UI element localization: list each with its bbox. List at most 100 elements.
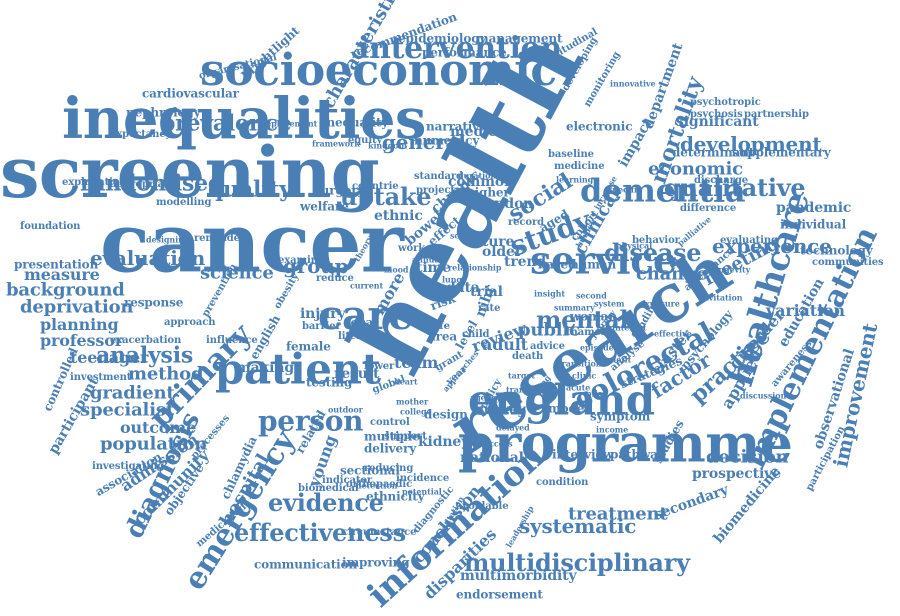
word-incidence: incidence (396, 473, 450, 484)
word-summary: summary (554, 302, 595, 313)
word-condition: condition (536, 477, 589, 488)
word-treatment: treatment (568, 503, 668, 525)
word-change: change (636, 263, 708, 285)
word-higher: higher (466, 185, 510, 200)
word-variation: variation (766, 301, 845, 321)
word-support: support (384, 431, 427, 442)
word-framework: framework (312, 138, 360, 149)
word-record: record (508, 217, 545, 228)
word-surgery: surgery (314, 183, 365, 198)
word-specific: specific (608, 184, 642, 195)
word-population: population (100, 433, 208, 455)
word-systematic: systematic (519, 514, 637, 538)
word-biomedical: biomedical (298, 483, 359, 494)
word-trend: trend (504, 253, 547, 270)
word-interview: interview (552, 447, 614, 462)
word-child: child (462, 329, 490, 340)
word-transition: transition (558, 358, 602, 369)
word-designing: designing (146, 234, 190, 245)
word-relationship: relationship (448, 262, 502, 273)
word-experience: experience (712, 234, 832, 258)
word-professor: professor (40, 331, 124, 351)
word-testing: testing (306, 375, 353, 390)
word-service: service (530, 237, 677, 283)
word-management: management (476, 31, 563, 46)
word-patient: patient (215, 344, 381, 394)
word-kingdom: kingdom (368, 140, 407, 151)
word-psychosis: psychosis (690, 109, 743, 120)
word-quality: quality (208, 176, 292, 203)
word-england: england (468, 375, 655, 425)
word-replacement: replacement (262, 118, 318, 129)
word-presentation: presentation (14, 257, 99, 272)
word-detection: detection (356, 480, 398, 491)
word-appropriate: appropriate (110, 179, 175, 190)
word-rate: rate (478, 303, 501, 314)
word-literacy: literacy (338, 331, 380, 342)
word-planning: planning (40, 315, 119, 335)
word-time: time (416, 259, 451, 276)
word-difference: difference (680, 203, 737, 214)
word-equity: equity (348, 135, 383, 146)
word-design: design (424, 407, 468, 422)
word-general: general (382, 130, 466, 154)
word-dementia: dementia (580, 171, 746, 210)
word-lung: lung (442, 274, 462, 285)
word-electronic: electronic (566, 119, 633, 134)
word-system: system (594, 298, 625, 309)
word-london: london (480, 195, 534, 212)
word-disease: disease (604, 237, 702, 267)
word-care: care (318, 292, 414, 339)
word-specialist: specialist (80, 399, 174, 421)
word-discharge: discharge (694, 175, 748, 186)
word-injury: injury (300, 305, 346, 322)
word-welfare: welfare (300, 199, 349, 214)
word-death: death (512, 351, 544, 362)
word-delivery: delivery (364, 441, 417, 456)
word-behavior: behavior (632, 235, 680, 246)
word-development: development (680, 132, 822, 156)
word-uptake: uptake (340, 181, 432, 211)
word-method: method (128, 363, 204, 385)
word-examine: examine (278, 255, 325, 266)
word-benefit: benefit (600, 354, 632, 365)
word-decision: decision (706, 446, 789, 468)
word-second: second (576, 290, 607, 301)
word-heart: heart (394, 376, 418, 387)
word-performance: performance (422, 45, 507, 60)
word-mental: mental (536, 304, 629, 334)
word-result: result (334, 365, 380, 382)
word-potential: potential (402, 486, 442, 497)
word-qualitative: qualitative (664, 172, 806, 202)
word-background: background (6, 279, 125, 301)
word-countrie: countrie (352, 181, 399, 192)
word-project: project (416, 185, 455, 196)
word-mother: mother (396, 396, 429, 407)
word-medicine: medicine (554, 161, 605, 172)
word-school: school (450, 230, 479, 241)
word-learning: learning (556, 174, 594, 185)
word-exposure: exposure (640, 298, 680, 309)
word-ethnicity: ethnicity (366, 489, 425, 504)
word-influence: influence (206, 335, 258, 346)
word-acute: acute (566, 382, 591, 393)
word-control: control (370, 417, 410, 428)
word-survey: survey (476, 401, 526, 418)
word-future: future (466, 233, 515, 250)
word-reducing: reducing (364, 463, 414, 474)
word-prevalence: prevalence (160, 110, 292, 137)
word-invitation: invitation (700, 292, 743, 303)
word-area: area (428, 329, 458, 344)
word-model: model (548, 401, 589, 416)
word-outdoor: outdoor (328, 404, 363, 415)
word-evaluation: evaluation (90, 246, 206, 270)
word-thames: thames (566, 327, 607, 338)
word-determinant: determinant (672, 145, 755, 160)
word-psychotropic: psychotropic (690, 97, 761, 108)
word-effectiveness: effectiveness (234, 517, 406, 547)
word-intervention: intervention (358, 31, 562, 66)
word-pandemic: pandemic (776, 199, 852, 216)
word-deprivation: deprivation (20, 296, 134, 318)
word-partnership: partnership (744, 109, 809, 120)
word-standard: standard (414, 171, 463, 182)
